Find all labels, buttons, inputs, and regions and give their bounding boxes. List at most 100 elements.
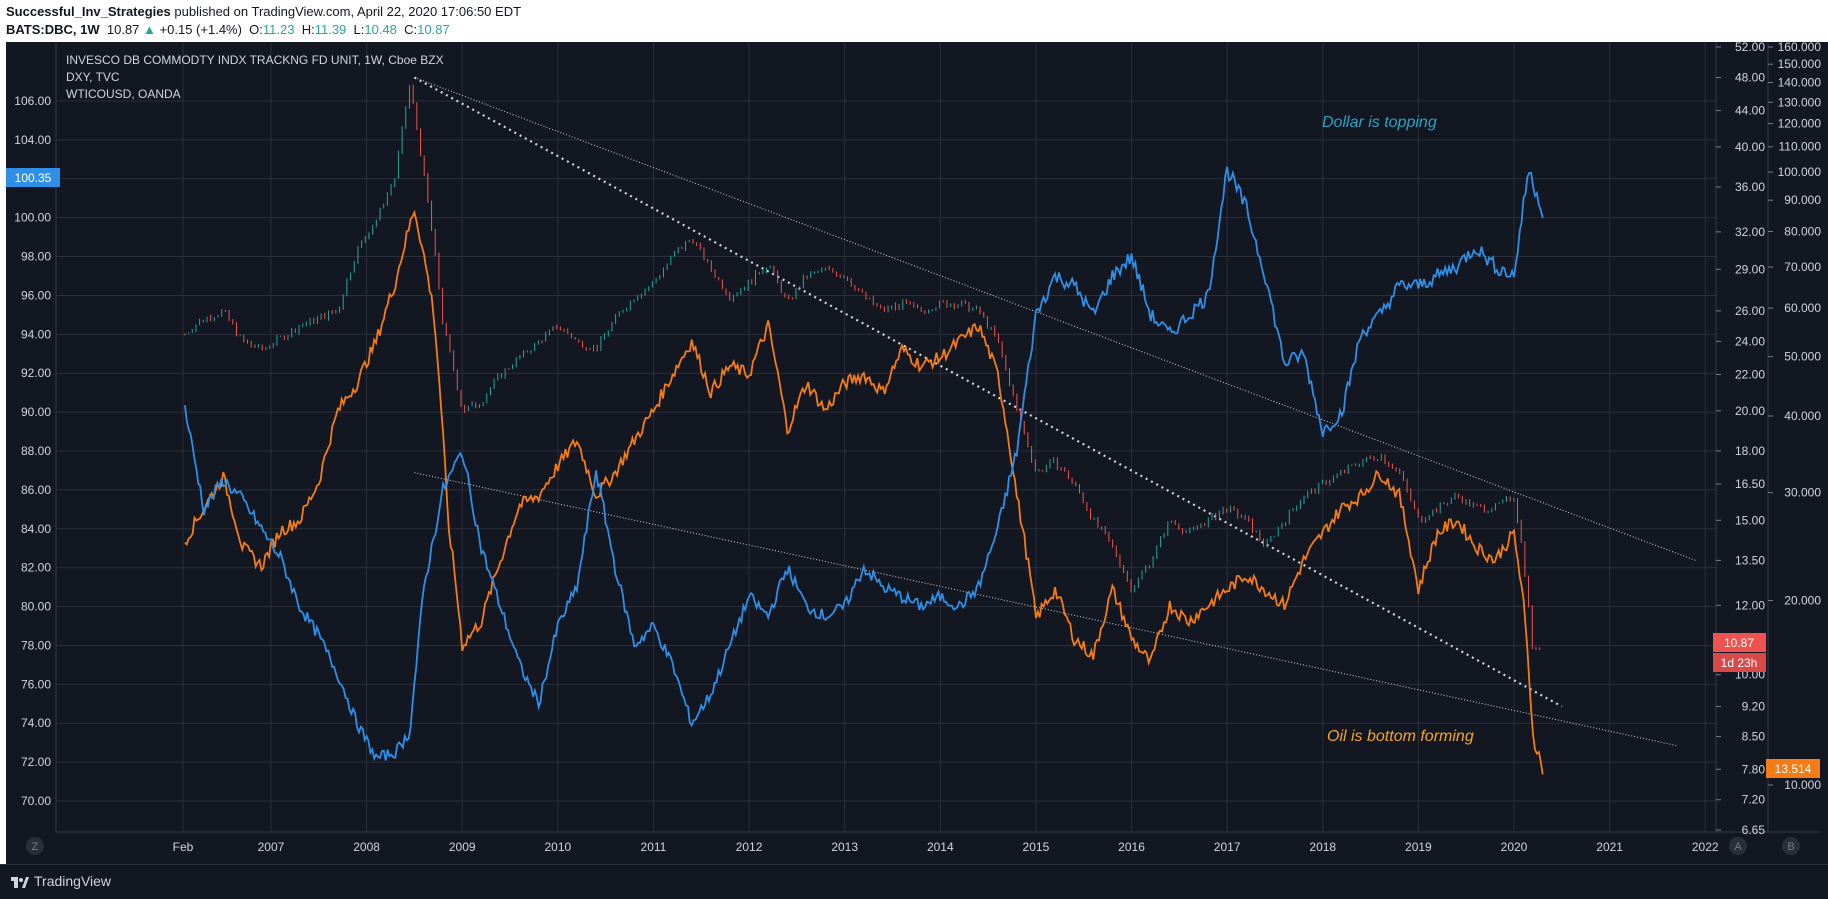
left-tick-label: 82.00 — [21, 561, 51, 575]
oil-annotation[interactable]: Oil is bottom forming — [1327, 728, 1474, 745]
right1-tick-label: 32.00 — [1735, 225, 1765, 239]
footer-brand[interactable]: TradingView — [34, 873, 112, 889]
countdown-badge-text: 1d 23h — [1721, 656, 1758, 670]
left-tick-label: 90.00 — [21, 405, 51, 419]
x-tick-label: 2011 — [641, 840, 667, 854]
price-change: +0.15 (+1.4%) — [159, 22, 242, 37]
right1-tick-label: 7.20 — [1742, 793, 1766, 807]
right2-tick-label: 160.000 — [1778, 42, 1822, 54]
scale-z-button[interactable] — [26, 837, 44, 855]
right2-tick-label: 40.000 — [1784, 409, 1821, 423]
right1-tick-label: 22.00 — [1735, 367, 1765, 381]
oil-series-line — [184, 209, 1544, 775]
x-tick-label: 2013 — [831, 840, 858, 854]
right1-tick-label: 24.00 — [1735, 334, 1765, 348]
left-tick-label: 92.00 — [21, 366, 51, 380]
price-badge — [1713, 633, 1766, 652]
left-tick-label: 96.00 — [21, 288, 51, 302]
x-tick-label: 2016 — [1118, 840, 1145, 854]
right2-tick-label: 30.000 — [1784, 486, 1821, 500]
right2-tick-label: 100.000 — [1778, 165, 1822, 179]
left-tick-label: 104.00 — [14, 133, 51, 147]
symbol-name: BATS:DBC, 1W — [6, 22, 100, 37]
open-label: O: — [249, 22, 263, 37]
right1-tick-label: 29.00 — [1735, 262, 1765, 276]
x-tick-label: 2009 — [449, 840, 476, 854]
x-tick-label: 2008 — [353, 840, 380, 854]
x-tick-label: 2021 — [1596, 840, 1623, 854]
right2-tick-label: 90.000 — [1784, 193, 1821, 207]
left-tick-label: 80.00 — [21, 600, 51, 614]
upper-channel-line[interactable] — [414, 77, 1696, 561]
right1-tick-label: 13.50 — [1735, 553, 1765, 567]
open-value: 11.23 — [262, 22, 295, 37]
footer-bar: TradingView — [0, 864, 1828, 899]
right1-tick-label: 20.00 — [1735, 404, 1765, 418]
low-value: 10.48 — [364, 22, 397, 37]
left-tick-label: 94.00 — [21, 327, 51, 341]
right2-tick-label: 10.000 — [1784, 778, 1821, 792]
author-name[interactable]: Successful_Inv_Strategies — [6, 4, 171, 19]
tradingview-logo-icon[interactable] — [10, 872, 30, 892]
x-tick-label: 2015 — [1023, 840, 1050, 854]
left-tick-label: 106.00 — [14, 94, 51, 108]
x-tick-label: 2019 — [1405, 840, 1432, 854]
dbc-candles — [184, 84, 1541, 651]
right1-tick-label: 48.00 — [1735, 70, 1765, 84]
left-tick-label: 86.00 — [21, 483, 51, 497]
right1-tick-label: 44.00 — [1735, 104, 1765, 118]
right1-tick-label: 36.00 — [1735, 180, 1765, 194]
publish-line: Successful_Inv_Strategies published on T… — [6, 4, 521, 19]
scale-a-label: A — [1734, 841, 1742, 853]
low-label: L: — [353, 22, 365, 37]
left-tick-label: 98.00 — [21, 250, 51, 264]
main-trend-line[interactable] — [413, 76, 1563, 708]
trend-lines[interactable] — [413, 76, 1696, 747]
right1-tick-label: 6.65 — [1742, 823, 1766, 837]
left-tick-label: 70.00 — [21, 794, 51, 808]
dxy-series-line — [184, 166, 1544, 762]
right1-tick-label: 26.00 — [1735, 304, 1765, 318]
close-value: 10.87 — [417, 22, 450, 37]
scale-a-button[interactable] — [1729, 837, 1747, 855]
dxy-price-badge — [6, 168, 60, 187]
x-tick-label: 2020 — [1501, 840, 1528, 854]
scale-b-label: B — [1787, 841, 1794, 853]
axes-frame — [55, 42, 1820, 833]
dollar-annotation[interactable]: Dollar is topping — [1322, 114, 1437, 131]
symbol-line: BATS:DBC, 1W 10.87 ▲ +0.15 (+1.4%) O:11.… — [6, 22, 450, 37]
left-tick-label: 74.00 — [21, 716, 51, 730]
left-tick-label: 88.00 — [21, 444, 51, 458]
oil-price-badge — [1766, 759, 1820, 778]
x-tick-label: 2010 — [544, 840, 571, 854]
scale-z-label: Z — [32, 841, 39, 853]
grid-lines — [56, 42, 1716, 832]
right2-tick-label: 130.000 — [1778, 95, 1822, 109]
up-arrow-icon: ▲ — [143, 22, 156, 37]
right1-tick-label: 18.00 — [1735, 444, 1765, 458]
oil-price-badge-text: 13.514 — [1775, 762, 1812, 776]
legend-oil: WTICOUSD, OANDA — [66, 87, 181, 101]
high-label: H: — [301, 22, 315, 37]
scale-b-button[interactable] — [1782, 837, 1800, 855]
left-tick-label: 78.00 — [21, 638, 51, 652]
x-axis-ticks: Feb 2007 2008 2009 2010 2011 2012 2013 2014 2015 2… — [173, 840, 1719, 854]
chart-area[interactable]: 106.00104.00102.00100.0098.0096.0094.009… — [6, 40, 1828, 864]
right2-tick-label: 120.000 — [1778, 117, 1822, 131]
right1-tick-label: 15.00 — [1735, 513, 1765, 527]
legend-dbc: INVESCO DB COMMODTY INDX TRACKNG FD UNIT… — [66, 53, 444, 67]
x-tick-label: 2017 — [1214, 840, 1241, 854]
chart-svg[interactable]: 106.00104.00102.00100.0098.0096.0094.009… — [6, 40, 1828, 864]
right-axis-1-ticks: 52.00 48.00 44.00 40.00 36.00 32.00 29.00 26.00… — [1716, 40, 1766, 837]
price-badge-text: 10.87 — [1724, 636, 1754, 650]
lower-channel-line[interactable] — [414, 472, 1677, 747]
right1-tick-label: 7.80 — [1742, 762, 1766, 776]
x-tick-label: 2014 — [927, 840, 954, 854]
legend-dxy: DXY, TVC — [66, 70, 120, 84]
right-axis-2-ticks: 160.000 150.000 140.000 130.000 120.000 110.0… — [1768, 40, 1822, 792]
x-tick-label: 2022 — [1692, 840, 1719, 854]
right1-tick-label: 12.00 — [1735, 598, 1765, 612]
dxy-price-badge-text: 100.35 — [15, 171, 52, 185]
x-tick-label: 2018 — [1309, 840, 1336, 854]
chart-background — [6, 42, 1828, 864]
